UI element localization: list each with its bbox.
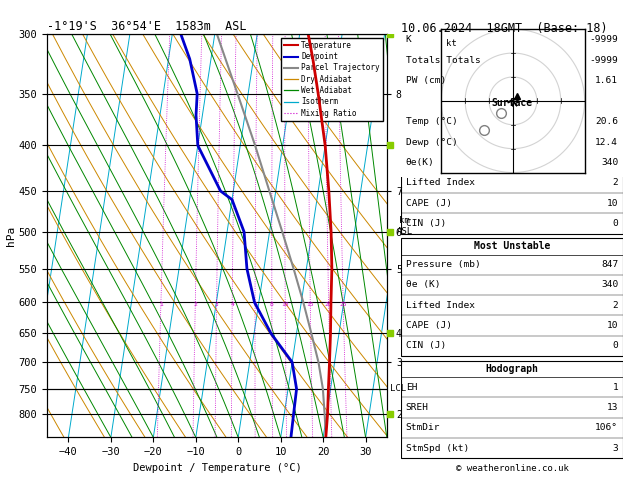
Text: Temp (°C): Temp (°C) bbox=[406, 117, 457, 126]
Text: 3: 3 bbox=[613, 444, 618, 452]
Text: Totals Totals: Totals Totals bbox=[406, 56, 481, 65]
Text: StmSpd (kt): StmSpd (kt) bbox=[406, 444, 469, 452]
Text: Surface: Surface bbox=[491, 98, 533, 108]
Text: 106°: 106° bbox=[595, 423, 618, 433]
Text: 0: 0 bbox=[613, 219, 618, 228]
Text: 3: 3 bbox=[214, 302, 218, 308]
Text: 2: 2 bbox=[193, 302, 197, 308]
Text: 1.61: 1.61 bbox=[595, 76, 618, 85]
Text: Lifted Index: Lifted Index bbox=[406, 301, 475, 310]
Bar bbox=[401, 95, 623, 234]
Text: SREH: SREH bbox=[406, 403, 429, 412]
Text: 6: 6 bbox=[253, 302, 257, 308]
Text: CAPE (J): CAPE (J) bbox=[406, 199, 452, 208]
Text: K: K bbox=[406, 35, 411, 44]
Text: StmDir: StmDir bbox=[406, 423, 440, 433]
Text: -9999: -9999 bbox=[589, 56, 618, 65]
X-axis label: Dewpoint / Temperature (°C): Dewpoint / Temperature (°C) bbox=[133, 463, 301, 473]
Text: CIN (J): CIN (J) bbox=[406, 219, 446, 228]
Text: 25: 25 bbox=[340, 302, 347, 308]
Text: CIN (J): CIN (J) bbox=[406, 342, 446, 350]
Bar bbox=[401, 361, 623, 458]
Text: 340: 340 bbox=[601, 280, 618, 290]
Text: θe (K): θe (K) bbox=[406, 280, 440, 290]
Text: LCL: LCL bbox=[390, 384, 406, 394]
Text: Lifted Index: Lifted Index bbox=[406, 178, 475, 187]
Text: -9999: -9999 bbox=[589, 35, 618, 44]
Text: Most Unstable: Most Unstable bbox=[474, 241, 550, 251]
Text: Hodograph: Hodograph bbox=[486, 364, 538, 374]
Text: 1: 1 bbox=[613, 382, 618, 392]
Y-axis label: km
ASL: km ASL bbox=[396, 216, 413, 236]
Text: 340: 340 bbox=[601, 158, 618, 167]
Text: 12.4: 12.4 bbox=[595, 138, 618, 147]
Text: 4: 4 bbox=[230, 302, 234, 308]
Text: Pressure (mb): Pressure (mb) bbox=[406, 260, 481, 269]
Bar bbox=[401, 238, 623, 356]
Text: 10.06.2024  18GMT  (Base: 18): 10.06.2024 18GMT (Base: 18) bbox=[401, 22, 608, 35]
Text: 10: 10 bbox=[281, 302, 289, 308]
Legend: Temperature, Dewpoint, Parcel Trajectory, Dry Adiabat, Wet Adiabat, Isotherm, Mi: Temperature, Dewpoint, Parcel Trajectory… bbox=[281, 38, 383, 121]
Text: 20.6: 20.6 bbox=[595, 117, 618, 126]
Text: CAPE (J): CAPE (J) bbox=[406, 321, 452, 330]
Text: 10: 10 bbox=[607, 321, 618, 330]
Text: -1°19'S  36°54'E  1583m  ASL: -1°19'S 36°54'E 1583m ASL bbox=[47, 20, 247, 33]
Text: 847: 847 bbox=[601, 260, 618, 269]
Text: 15: 15 bbox=[306, 302, 314, 308]
Text: PW (cm): PW (cm) bbox=[406, 76, 446, 85]
Text: 2: 2 bbox=[613, 301, 618, 310]
Text: kt: kt bbox=[446, 39, 457, 48]
Text: θe(K): θe(K) bbox=[406, 158, 435, 167]
Text: 0: 0 bbox=[613, 342, 618, 350]
Text: 2: 2 bbox=[613, 178, 618, 187]
Text: 20: 20 bbox=[325, 302, 332, 308]
Text: 10: 10 bbox=[607, 199, 618, 208]
Bar bbox=[401, 30, 623, 91]
Text: EH: EH bbox=[406, 382, 417, 392]
Text: © weatheronline.co.uk: © weatheronline.co.uk bbox=[455, 464, 569, 473]
Text: Dewp (°C): Dewp (°C) bbox=[406, 138, 457, 147]
Text: 13: 13 bbox=[607, 403, 618, 412]
Y-axis label: hPa: hPa bbox=[6, 226, 16, 246]
Text: 1: 1 bbox=[159, 302, 163, 308]
Text: 8: 8 bbox=[270, 302, 274, 308]
